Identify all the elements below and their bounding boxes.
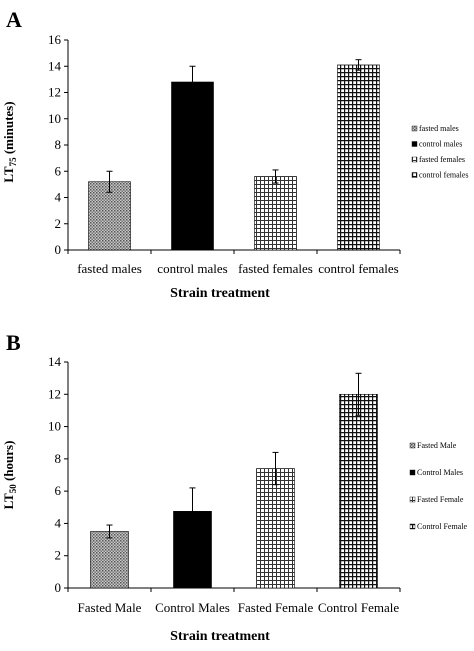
panel-label: B <box>6 330 21 355</box>
bars <box>90 393 378 589</box>
legend-item: Control Males <box>409 468 463 477</box>
y-tick-label: 14 <box>48 354 62 369</box>
y-tick-label: 6 <box>55 163 62 178</box>
legend-item: control males <box>411 140 462 149</box>
y-axis-label-main: LT <box>1 166 16 182</box>
y-tick-label: 4 <box>55 515 62 530</box>
y-ticks: 0 2 4 6 8 10 12 14 16 <box>48 32 68 257</box>
error-bar <box>272 451 279 486</box>
legend-label: Fasted Male <box>417 441 457 450</box>
category-label: Control Males <box>155 600 230 615</box>
category-label: fasted males <box>77 261 142 276</box>
legend-item: fasted females <box>411 155 465 164</box>
bar <box>339 393 378 589</box>
legend-label: control males <box>419 140 462 149</box>
y-tick-label: 0 <box>55 580 62 595</box>
y-axis-label: LT75 (minutes) <box>1 101 18 182</box>
panel-label: A <box>6 7 22 32</box>
y-tick-label: 10 <box>48 111 61 126</box>
y-tick-label: 14 <box>48 58 62 73</box>
y-ticks: 0 2 4 6 8 10 12 14 <box>48 354 68 595</box>
category-label: control females <box>318 261 399 276</box>
legend-item: Fasted Male <box>409 441 457 450</box>
y-axis-label-main: LT <box>1 493 16 509</box>
category-label: Fasted Female <box>238 600 314 615</box>
legend-item: Control Female <box>409 522 467 531</box>
legend-item: fasted males <box>411 124 459 133</box>
legend-swatch <box>411 141 418 147</box>
category-label: Fasted Male <box>78 600 142 615</box>
panel-b: B LT50 (hours) Strain treatment 0 2 4 6 8 10 1… <box>1 330 467 644</box>
bars <box>88 64 380 251</box>
error-bar <box>355 59 362 71</box>
y-tick-label: 16 <box>48 32 62 47</box>
error-bar <box>189 65 196 99</box>
legend-swatch <box>409 469 416 476</box>
error-bars <box>106 59 362 193</box>
y-tick-label: 10 <box>48 419 61 434</box>
error-bar <box>272 169 279 184</box>
category-label: control males <box>157 261 227 276</box>
bar <box>337 64 380 251</box>
category-label: fasted females <box>238 261 313 276</box>
legend-swatch <box>411 172 418 178</box>
legend-swatch <box>409 523 416 530</box>
y-tick-label: 8 <box>55 137 62 152</box>
error-bars <box>106 372 362 539</box>
category-labels: Fasted Male Control Males Fasted Female Con… <box>78 600 400 615</box>
error-bar <box>106 170 113 193</box>
legend-label: Control Males <box>417 468 463 477</box>
legend: Fasted Male Control Males Fasted Female Con… <box>409 441 467 531</box>
y-tick-label: 6 <box>55 483 62 498</box>
y-tick-label: 2 <box>55 548 62 563</box>
x-axis-label: Strain treatment <box>170 286 270 301</box>
error-bar <box>189 487 196 536</box>
legend-label: Fasted Female <box>417 495 464 504</box>
y-axis-label-unit: (minutes) <box>1 101 16 154</box>
legend-swatch <box>409 496 416 503</box>
error-bar <box>355 372 362 416</box>
legend-swatch <box>411 125 418 132</box>
category-label: Control Female <box>318 600 399 615</box>
y-tick-label: 2 <box>55 216 62 231</box>
y-tick-label: 0 <box>55 242 62 257</box>
legend-label: Control Female <box>417 522 467 531</box>
legend-label: control females <box>419 171 469 180</box>
bar <box>256 468 295 589</box>
legend-label: fasted males <box>419 124 459 133</box>
y-axis-label: LT50 (hours) <box>1 441 18 510</box>
legend: fasted males control males fasted females c… <box>411 124 469 180</box>
panel-a: A LT75 (minutes) Strain treatment 0 2 4 6 8 1… <box>1 7 469 301</box>
legend-swatch <box>409 442 416 449</box>
svg-text:LT75 (minutes): LT75 (minutes) <box>1 101 18 182</box>
bar <box>254 176 297 251</box>
y-tick-label: 8 <box>55 451 62 466</box>
y-tick-label: 12 <box>48 386 61 401</box>
legend-item: Fasted Female <box>409 495 464 504</box>
legend-swatch <box>411 156 418 163</box>
y-axis-label-sub: 75 <box>8 157 18 167</box>
error-bar <box>106 524 113 539</box>
y-axis-label-unit: (hours) <box>1 441 16 481</box>
bar <box>88 181 131 251</box>
svg-text:LT50 (hours): LT50 (hours) <box>1 441 18 510</box>
y-axis-label-sub: 50 <box>8 484 18 494</box>
y-tick-label: 4 <box>55 190 62 205</box>
category-labels: fasted males control males fasted females c… <box>77 261 399 276</box>
bar <box>171 81 214 251</box>
legend-item: control females <box>411 171 469 180</box>
legend-label: fasted females <box>419 155 465 164</box>
y-tick-label: 12 <box>48 85 61 100</box>
x-axis-label: Strain treatment <box>170 629 270 644</box>
bar <box>90 531 129 589</box>
